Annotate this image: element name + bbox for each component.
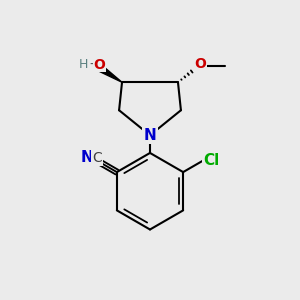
- Text: C: C: [92, 151, 102, 165]
- Text: Cl: Cl: [203, 153, 219, 168]
- Polygon shape: [95, 63, 122, 82]
- Text: H: H: [79, 58, 88, 71]
- Text: -: -: [89, 58, 94, 72]
- Text: N: N: [81, 150, 94, 165]
- Text: O: O: [194, 57, 206, 71]
- Text: O: O: [93, 58, 105, 72]
- Text: N: N: [144, 128, 156, 143]
